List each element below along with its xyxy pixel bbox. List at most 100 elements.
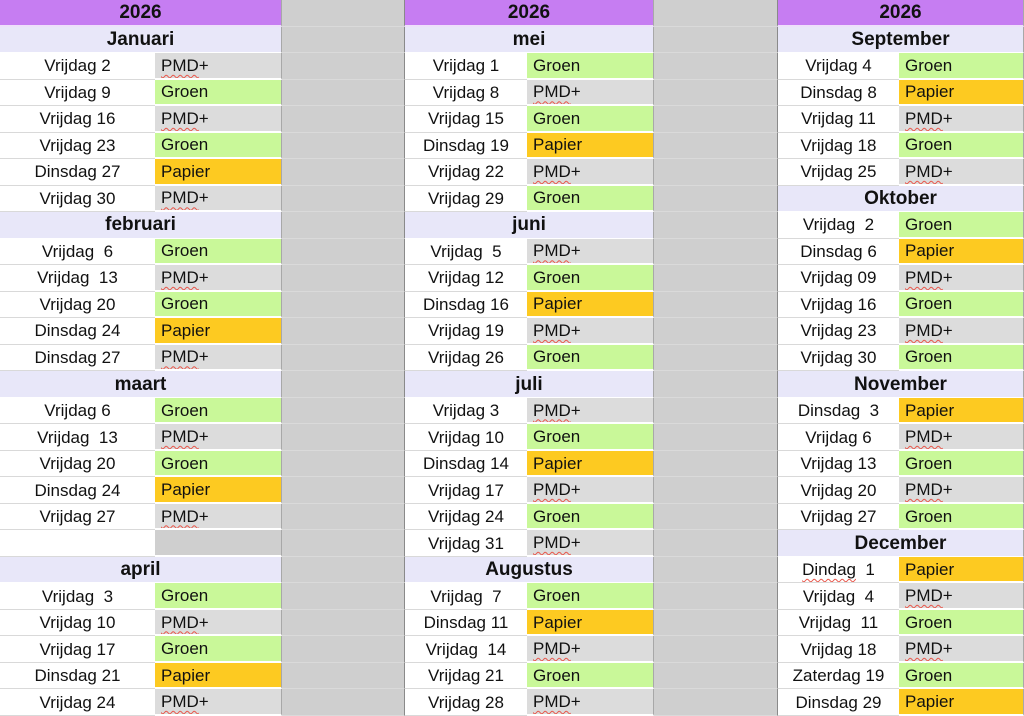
column-gap-band: [282, 53, 404, 80]
misspelled-word: PMD: [905, 161, 943, 181]
waste-type-cell: Groen: [899, 132, 1024, 160]
waste-type-cell: Groen: [527, 344, 654, 372]
date-cell: Vrijdag 8: [404, 79, 527, 107]
misspelled-word: PMD: [161, 506, 199, 526]
month-header: Januari: [0, 26, 282, 54]
date-cell: Vrijdag 3: [0, 583, 155, 610]
waste-type-cell: PMD +: [899, 636, 1024, 663]
date-cell: Vrijdag 14: [404, 636, 527, 663]
misspelled-word: PMD: [533, 320, 571, 340]
month-header: mei: [404, 26, 654, 54]
date-cell: Vrijdag 23: [777, 318, 899, 345]
waste-type-cell: Papier: [899, 238, 1024, 266]
misspelled-word: PMD: [905, 480, 943, 500]
column-gap-band: [654, 450, 777, 478]
waste-type-cell: Groen: [155, 291, 282, 319]
column-gap-band: [654, 609, 777, 637]
date-cell: Vrijdag 6: [0, 397, 155, 425]
date-cell: Vrijdag 10: [404, 424, 527, 451]
year-header: 2026: [0, 0, 282, 27]
waste-type-cell: [155, 530, 282, 557]
date-cell: Vrijdag 26: [404, 344, 527, 372]
waste-type-cell: Papier: [155, 159, 282, 186]
column-gap-band: [654, 185, 777, 213]
misspelled-word: PMD: [905, 267, 943, 287]
column-gap-band: [654, 238, 777, 266]
date-cell: Dinsdag 24: [0, 318, 155, 345]
year-header: 2026: [777, 0, 1024, 27]
date-cell: Vrijdag 6: [0, 238, 155, 266]
waste-type-cell: PMD +: [899, 583, 1024, 610]
misspelled-word: PMD: [905, 427, 943, 447]
column-gap-band: [282, 583, 404, 610]
waste-type-cell: PMD +: [527, 159, 654, 186]
misspelled-word: PMD: [161, 55, 199, 75]
waste-type-cell: PMD +: [527, 397, 654, 425]
waste-type-cell: Groen: [899, 609, 1024, 637]
date-cell: Vrijdag 19: [404, 318, 527, 345]
misspelled-word: PMD: [533, 480, 571, 500]
date-cell: Dinsdag 8: [777, 79, 899, 107]
date-cell: Dinsdag 3: [777, 397, 899, 425]
waste-type-cell: PMD +: [155, 424, 282, 451]
column-gap-band: [654, 159, 777, 186]
misspelled-word: PMD: [161, 108, 199, 128]
misspelled-word: PMD: [905, 320, 943, 340]
column-gap-band: [282, 0, 404, 27]
misspelled-word: PMD: [161, 692, 199, 712]
date-cell: Vrijdag 2: [0, 53, 155, 80]
column-gap-band: [282, 503, 404, 531]
column-gap-band: [654, 662, 777, 690]
month-header: februari: [0, 212, 282, 239]
year-header: 2026: [404, 0, 654, 27]
column-gap-band: [654, 26, 777, 54]
column-gap-band: [654, 212, 777, 239]
misspelled-word: PMD: [161, 427, 199, 447]
column-gap-band: [282, 424, 404, 451]
waste-type-cell: Papier: [527, 450, 654, 478]
waste-type-cell: Papier: [899, 689, 1024, 716]
column-gap-band: [654, 556, 777, 584]
date-cell: Vrijdag 18: [777, 636, 899, 663]
column-gap-band: [282, 662, 404, 690]
date-cell: Vrijdag 24: [404, 503, 527, 531]
waste-type-cell: Groen: [155, 450, 282, 478]
misspelled-word: PMD: [533, 400, 571, 420]
date-cell: Vrijdag 20: [0, 291, 155, 319]
waste-type-cell: PMD +: [155, 106, 282, 133]
date-cell: Vrijdag 30: [0, 185, 155, 213]
column-gap-band: [282, 556, 404, 584]
misspelled-word: PMD: [161, 188, 199, 208]
date-cell: Zaterdag 19: [777, 662, 899, 690]
column-gap-band: [282, 689, 404, 716]
date-cell: Vrijdag 29: [404, 185, 527, 213]
waste-type-cell: Papier: [155, 477, 282, 504]
waste-type-cell: PMD +: [527, 238, 654, 266]
date-cell: Vrijdag 31: [404, 530, 527, 557]
misspelled-word: PMD: [533, 639, 571, 659]
column-gap-band: [282, 477, 404, 504]
waste-type-cell: Papier: [899, 556, 1024, 584]
date-cell: Vrijdag 16: [0, 106, 155, 133]
waste-type-cell: Papier: [899, 397, 1024, 425]
date-cell: Vrijdag 22: [404, 159, 527, 186]
date-cell: Vrijdag 20: [0, 450, 155, 478]
waste-type-cell: Groen: [899, 53, 1024, 80]
column-gap-band: [282, 318, 404, 345]
waste-type-cell: Groen: [899, 344, 1024, 372]
column-gap-band: [654, 79, 777, 107]
waste-type-cell: PMD +: [899, 318, 1024, 345]
waste-type-cell: Groen: [155, 583, 282, 610]
misspelled-word: PMD: [161, 267, 199, 287]
month-header: November: [777, 371, 1024, 398]
misspelled-word: PMD: [905, 586, 943, 606]
waste-type-cell: Papier: [155, 318, 282, 345]
column-gap-band: [654, 477, 777, 504]
waste-type-cell: Papier: [899, 79, 1024, 107]
date-cell: Vrijdag 6: [777, 424, 899, 451]
column-gap-band: [654, 636, 777, 663]
column-gap-band: [654, 265, 777, 292]
date-cell: Vrijdag 9: [0, 79, 155, 107]
waste-type-cell: Groen: [155, 238, 282, 266]
column-gap-band: [282, 344, 404, 372]
